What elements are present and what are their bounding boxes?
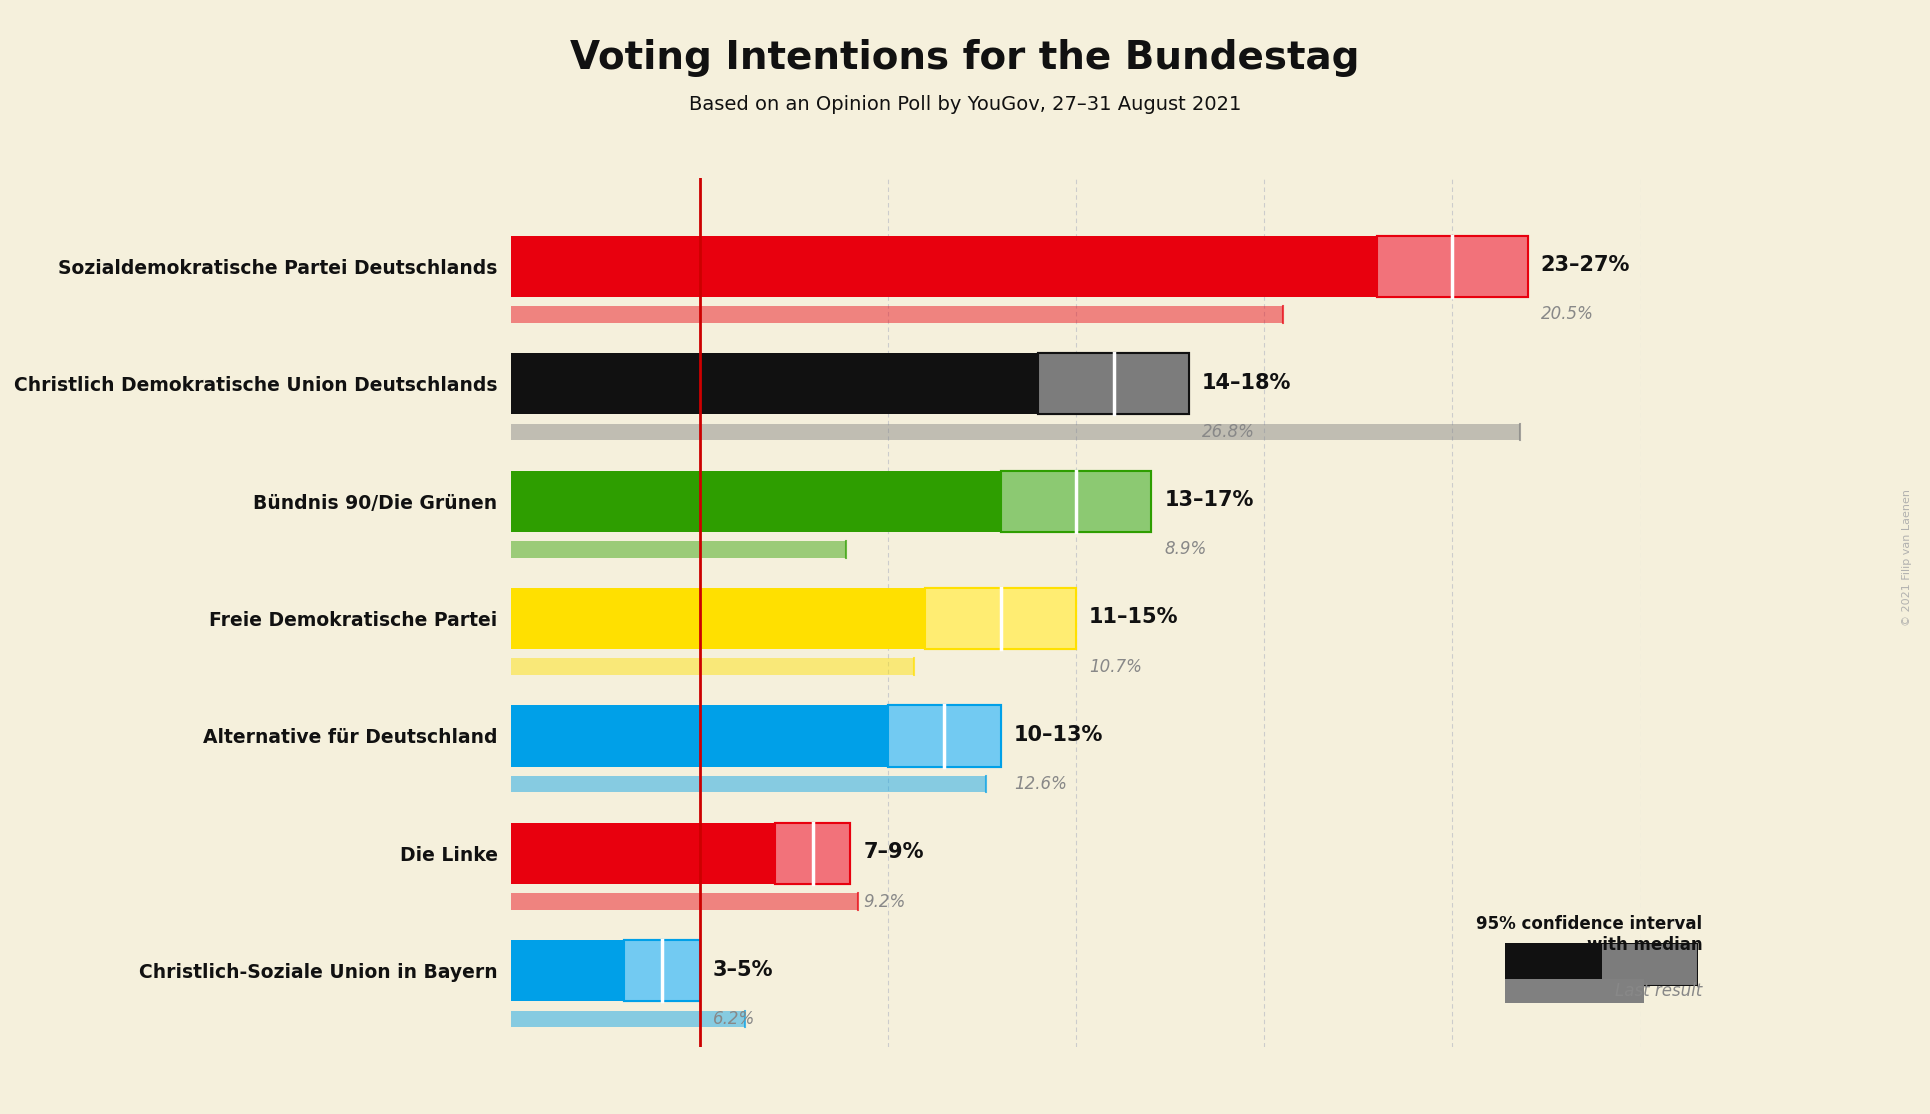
Bar [511, 470, 1000, 531]
Bar [1000, 588, 1077, 649]
Bar [511, 658, 915, 675]
Bar [1114, 353, 1189, 414]
Bar [1075, 470, 1150, 531]
Bar [511, 940, 625, 1001]
Bar [625, 940, 699, 1001]
Text: 6.2%: 6.2% [712, 1010, 755, 1028]
Text: Voting Intentions for the Bundestag: Voting Intentions for the Bundestag [569, 39, 1361, 77]
Text: © 2021 Filip van Laenen: © 2021 Filip van Laenen [1901, 489, 1913, 625]
Bar [625, 940, 662, 1001]
Bar [813, 823, 849, 883]
Bar [888, 705, 944, 766]
Bar [511, 823, 774, 883]
Bar [924, 588, 1000, 649]
Bar [924, 588, 1075, 649]
Bar [511, 236, 1376, 296]
Bar [944, 705, 1000, 766]
Bar [888, 705, 944, 766]
Text: 13–17%: 13–17% [1164, 490, 1254, 510]
Bar [1000, 470, 1077, 531]
Bar [662, 940, 699, 1001]
Bar [511, 306, 1283, 323]
Bar [1376, 236, 1451, 296]
Bar [1000, 588, 1077, 649]
Bar [625, 940, 662, 1001]
Bar [1376, 236, 1451, 296]
Bar [511, 588, 924, 649]
Bar [1075, 470, 1150, 531]
Bar [774, 823, 813, 883]
Text: Last result: Last result [1615, 981, 1702, 999]
Bar [1038, 353, 1114, 414]
Bar [1000, 470, 1077, 531]
Bar [888, 705, 1000, 766]
Text: 3–5%: 3–5% [712, 959, 774, 979]
Text: 7–9%: 7–9% [863, 842, 924, 862]
Text: 20.5%: 20.5% [1540, 305, 1594, 323]
Text: 10–13%: 10–13% [1013, 725, 1104, 745]
Bar [1038, 353, 1114, 414]
Text: Based on an Opinion Poll by YouGov, 27–31 August 2021: Based on an Opinion Poll by YouGov, 27–3… [689, 95, 1241, 114]
Bar [662, 940, 699, 1001]
Text: 26.8%: 26.8% [1202, 423, 1255, 441]
Text: 8.9%: 8.9% [1164, 540, 1206, 558]
Text: 9.2%: 9.2% [863, 892, 905, 910]
Bar [511, 705, 888, 766]
Bar [1114, 353, 1189, 414]
Bar [1451, 236, 1529, 296]
Bar [1038, 353, 1189, 414]
Bar [1451, 236, 1529, 296]
Bar [813, 823, 849, 883]
Bar [511, 353, 1038, 414]
Bar [1000, 470, 1150, 531]
Bar [1376, 236, 1527, 296]
Bar [511, 893, 857, 910]
Bar [511, 541, 847, 557]
Bar [511, 776, 986, 792]
Bar [924, 588, 1000, 649]
Text: 14–18%: 14–18% [1202, 372, 1291, 392]
Bar [511, 423, 1521, 440]
Text: 95% confidence interval
with median: 95% confidence interval with median [1476, 916, 1702, 955]
Bar [944, 705, 1000, 766]
Text: 10.7%: 10.7% [1089, 657, 1143, 676]
Bar [511, 1010, 745, 1027]
Text: 12.6%: 12.6% [1013, 775, 1067, 793]
Text: 11–15%: 11–15% [1089, 607, 1179, 627]
Bar [774, 823, 849, 883]
Bar [774, 823, 813, 883]
Text: 23–27%: 23–27% [1540, 255, 1631, 275]
